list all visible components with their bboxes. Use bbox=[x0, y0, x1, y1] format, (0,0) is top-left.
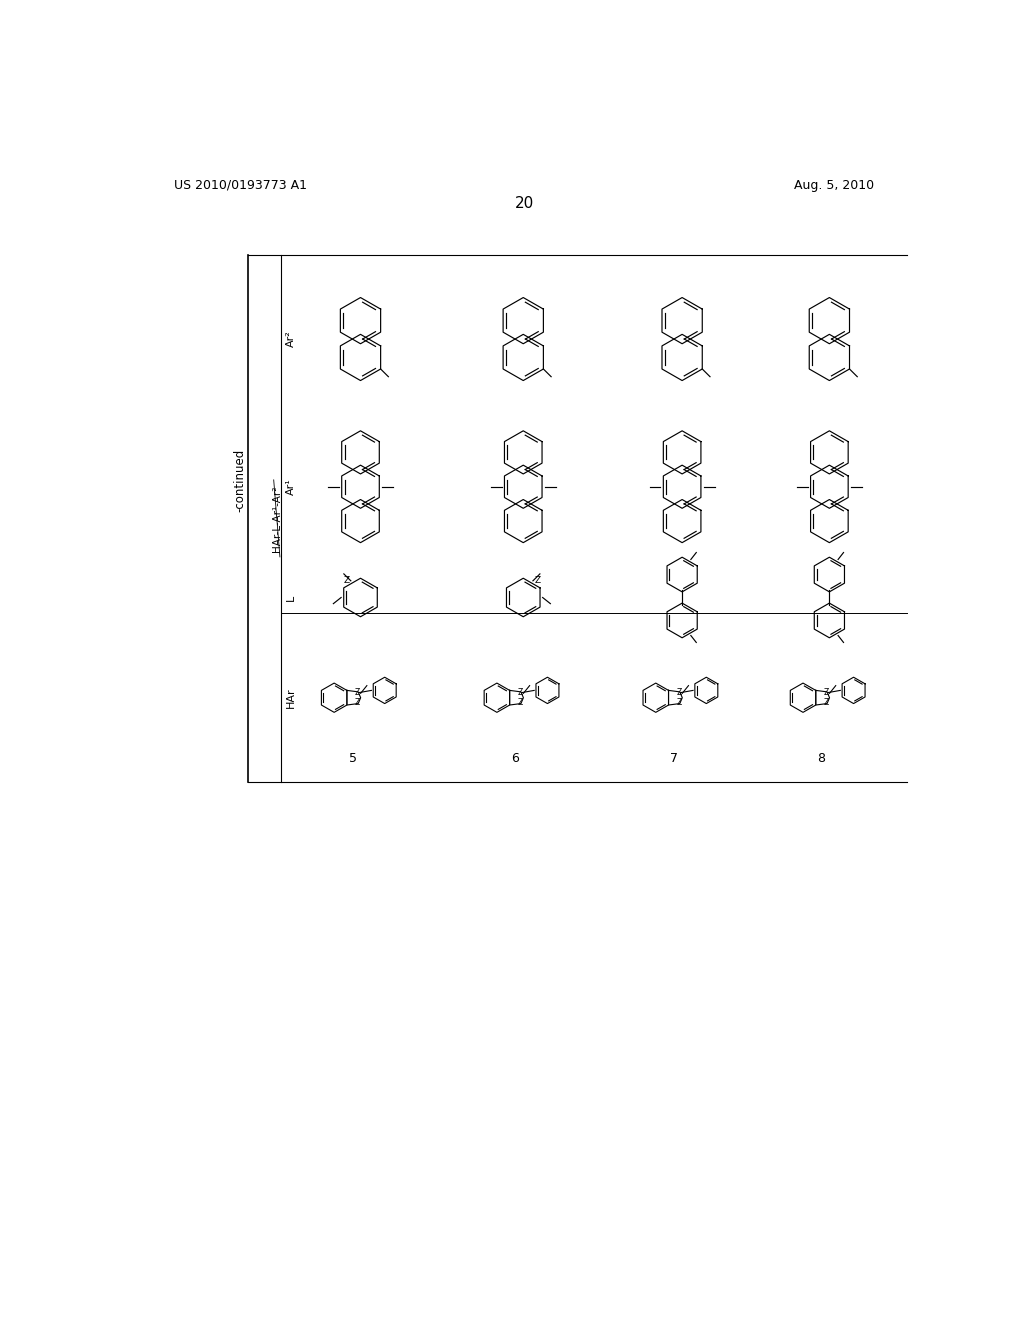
Text: Z: Z bbox=[677, 697, 682, 706]
Text: HAr-L-Ar¹-Ar²: HAr-L-Ar¹-Ar² bbox=[271, 486, 282, 552]
Text: 20: 20 bbox=[515, 195, 535, 211]
Text: -continued: -continued bbox=[233, 449, 247, 511]
Text: Z: Z bbox=[517, 688, 523, 697]
Text: 5: 5 bbox=[349, 752, 356, 766]
Text: Z: Z bbox=[517, 697, 523, 706]
Text: Ar²: Ar² bbox=[286, 331, 296, 347]
Text: Z: Z bbox=[354, 688, 360, 697]
Text: US 2010/0193773 A1: US 2010/0193773 A1 bbox=[174, 178, 307, 191]
Text: L: L bbox=[286, 594, 296, 601]
Text: Z: Z bbox=[535, 577, 541, 585]
Text: 7: 7 bbox=[671, 752, 678, 766]
Text: Ar¹: Ar¹ bbox=[286, 478, 296, 495]
Text: Z: Z bbox=[823, 697, 828, 706]
Text: Aug. 5, 2010: Aug. 5, 2010 bbox=[795, 178, 874, 191]
Text: 8: 8 bbox=[817, 752, 825, 766]
Text: HAr: HAr bbox=[286, 688, 296, 708]
Text: Z: Z bbox=[677, 688, 682, 697]
Text: Z: Z bbox=[823, 688, 828, 697]
Text: Z: Z bbox=[354, 697, 360, 706]
Text: 6: 6 bbox=[512, 752, 519, 766]
Text: Z: Z bbox=[343, 577, 349, 585]
